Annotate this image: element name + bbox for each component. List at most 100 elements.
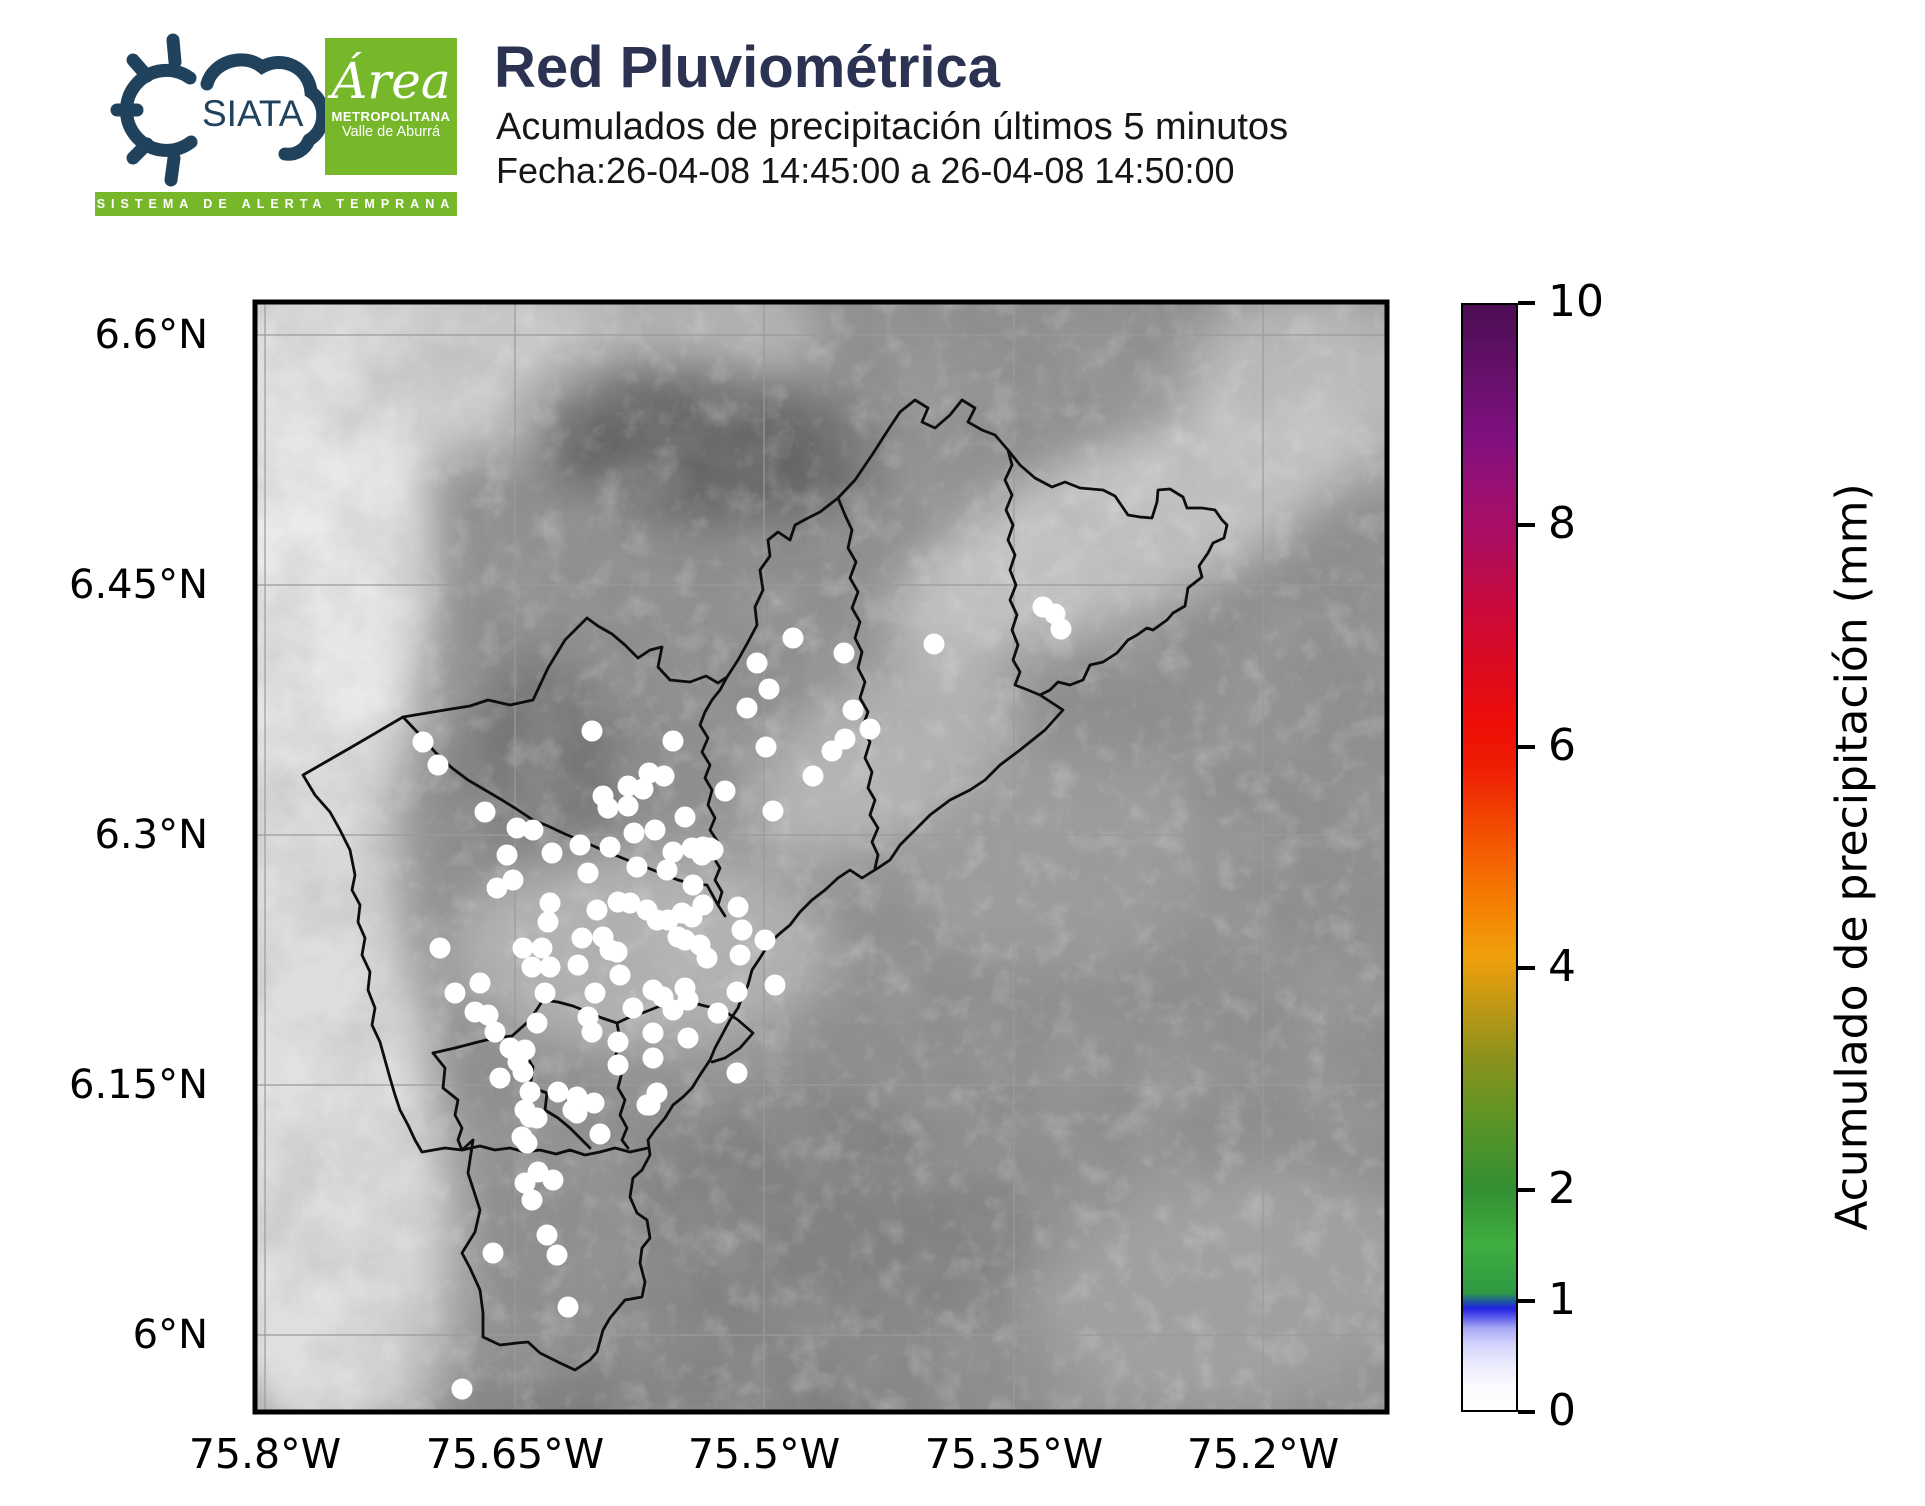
colorbar-title: Acumulado de precipitación (mm) [1826, 483, 1878, 1231]
colorbar-tick [1518, 1299, 1535, 1304]
station-dot [699, 837, 721, 859]
boundary-bello-copacabana [698, 675, 729, 918]
boundary-caldas-north [460, 1144, 650, 1157]
sun-icon [120, 63, 198, 157]
station-dot [707, 1002, 729, 1024]
station-dot [537, 911, 559, 933]
station-dot [662, 841, 684, 863]
station-dot [729, 944, 751, 966]
station-dot [609, 964, 631, 986]
station-dot [577, 862, 599, 884]
station-dot [692, 894, 714, 916]
station-dot [486, 877, 508, 899]
colorbar-tick [1518, 1188, 1535, 1193]
station-dot [597, 797, 619, 819]
station-dots [412, 596, 1072, 1400]
graticule [255, 302, 1387, 1412]
station-dot [727, 896, 749, 918]
station-dot [444, 982, 466, 1004]
lat-tick-label: 6.45°N [69, 562, 208, 608]
boundary-outer-aburra-valley [301, 398, 1229, 1372]
station-dot [489, 1067, 511, 1089]
station-dot [581, 720, 603, 742]
station-dot [512, 1061, 534, 1083]
station-dot [477, 1004, 499, 1026]
station-dot [762, 800, 784, 822]
lon-tick-label: 75.65°W [425, 1430, 605, 1478]
station-dot [859, 718, 881, 740]
station-dot [622, 997, 644, 1019]
station-dot [469, 972, 491, 994]
colorbar-tick-label: 1 [1548, 1274, 1576, 1326]
station-dot [617, 775, 639, 797]
station-dot [539, 892, 561, 914]
lon-tick-label: 75.35°W [924, 1430, 1104, 1478]
station-dot [662, 999, 684, 1021]
station-dot [536, 1224, 558, 1246]
page-subtitle: Acumulados de precipitación últimos 5 mi… [496, 106, 1289, 148]
station-dot [522, 819, 544, 841]
lat-tick-label: 6.3°N [94, 812, 208, 858]
station-dot [642, 1022, 664, 1044]
station-dot [623, 822, 645, 844]
station-dot [547, 1081, 569, 1103]
boundary-copacabana-girardota [836, 496, 880, 870]
station-dot [571, 927, 593, 949]
station-dot [512, 937, 534, 959]
station-dot [755, 736, 777, 758]
boundary-girardota-barbosa [1003, 448, 1042, 697]
station-dot [656, 859, 678, 881]
station-dot [589, 1123, 611, 1145]
station-dot [662, 730, 684, 752]
siata-logo-text: SIATA [202, 93, 304, 134]
station-dot [736, 697, 758, 719]
station-dot [567, 954, 589, 976]
colorbar-tick [1518, 301, 1535, 305]
station-dot [606, 941, 628, 963]
station-dot [1050, 618, 1072, 640]
station-dot [638, 762, 660, 784]
area-metro-text: METROPOLITANA [331, 109, 451, 124]
station-dot [617, 795, 639, 817]
station-dot [607, 1031, 629, 1053]
colorbar-tick-label: 2 [1548, 1163, 1576, 1215]
map-frame [252, 299, 1390, 1415]
station-dot [429, 937, 451, 959]
colorbar-tick-label: 6 [1548, 719, 1576, 771]
station-dot [758, 678, 780, 700]
station-dot [427, 754, 449, 776]
station-dot [566, 1102, 588, 1124]
station-dot [842, 699, 864, 721]
station-dot [519, 1081, 541, 1103]
station-dot [586, 899, 608, 921]
station-dot [526, 1107, 548, 1129]
lat-tick-label: 6°N [132, 1312, 208, 1358]
colorbar-tick [1518, 966, 1535, 971]
boundary-itagui-west [431, 1051, 464, 1152]
station-dot [802, 765, 824, 787]
station-dot [821, 740, 843, 762]
siata-logo: SIATA [110, 33, 330, 187]
station-dot [642, 1047, 664, 1069]
page-title: Red Pluviométrica [494, 35, 1001, 100]
station-dot [764, 974, 786, 996]
sistema-alerta-banner: SISTEMA DE ALERTA TEMPRANA [95, 192, 457, 216]
colorbar-tick [1518, 522, 1535, 527]
station-dot [833, 642, 855, 664]
station-dot [644, 819, 666, 841]
station-dot [521, 956, 543, 978]
station-dot [474, 801, 496, 823]
sun-ray-icon [164, 151, 181, 187]
station-dot [541, 842, 563, 864]
station-dot [696, 947, 718, 969]
cloud-icon [200, 53, 330, 161]
station-dot [726, 1062, 748, 1084]
station-dot [677, 989, 699, 1011]
colorbar-tick-label: 10 [1548, 276, 1604, 327]
station-dot [746, 652, 768, 674]
station-dot [754, 929, 776, 951]
station-dot [506, 817, 528, 839]
station-dot [584, 982, 606, 1004]
station-dot [521, 1189, 543, 1211]
